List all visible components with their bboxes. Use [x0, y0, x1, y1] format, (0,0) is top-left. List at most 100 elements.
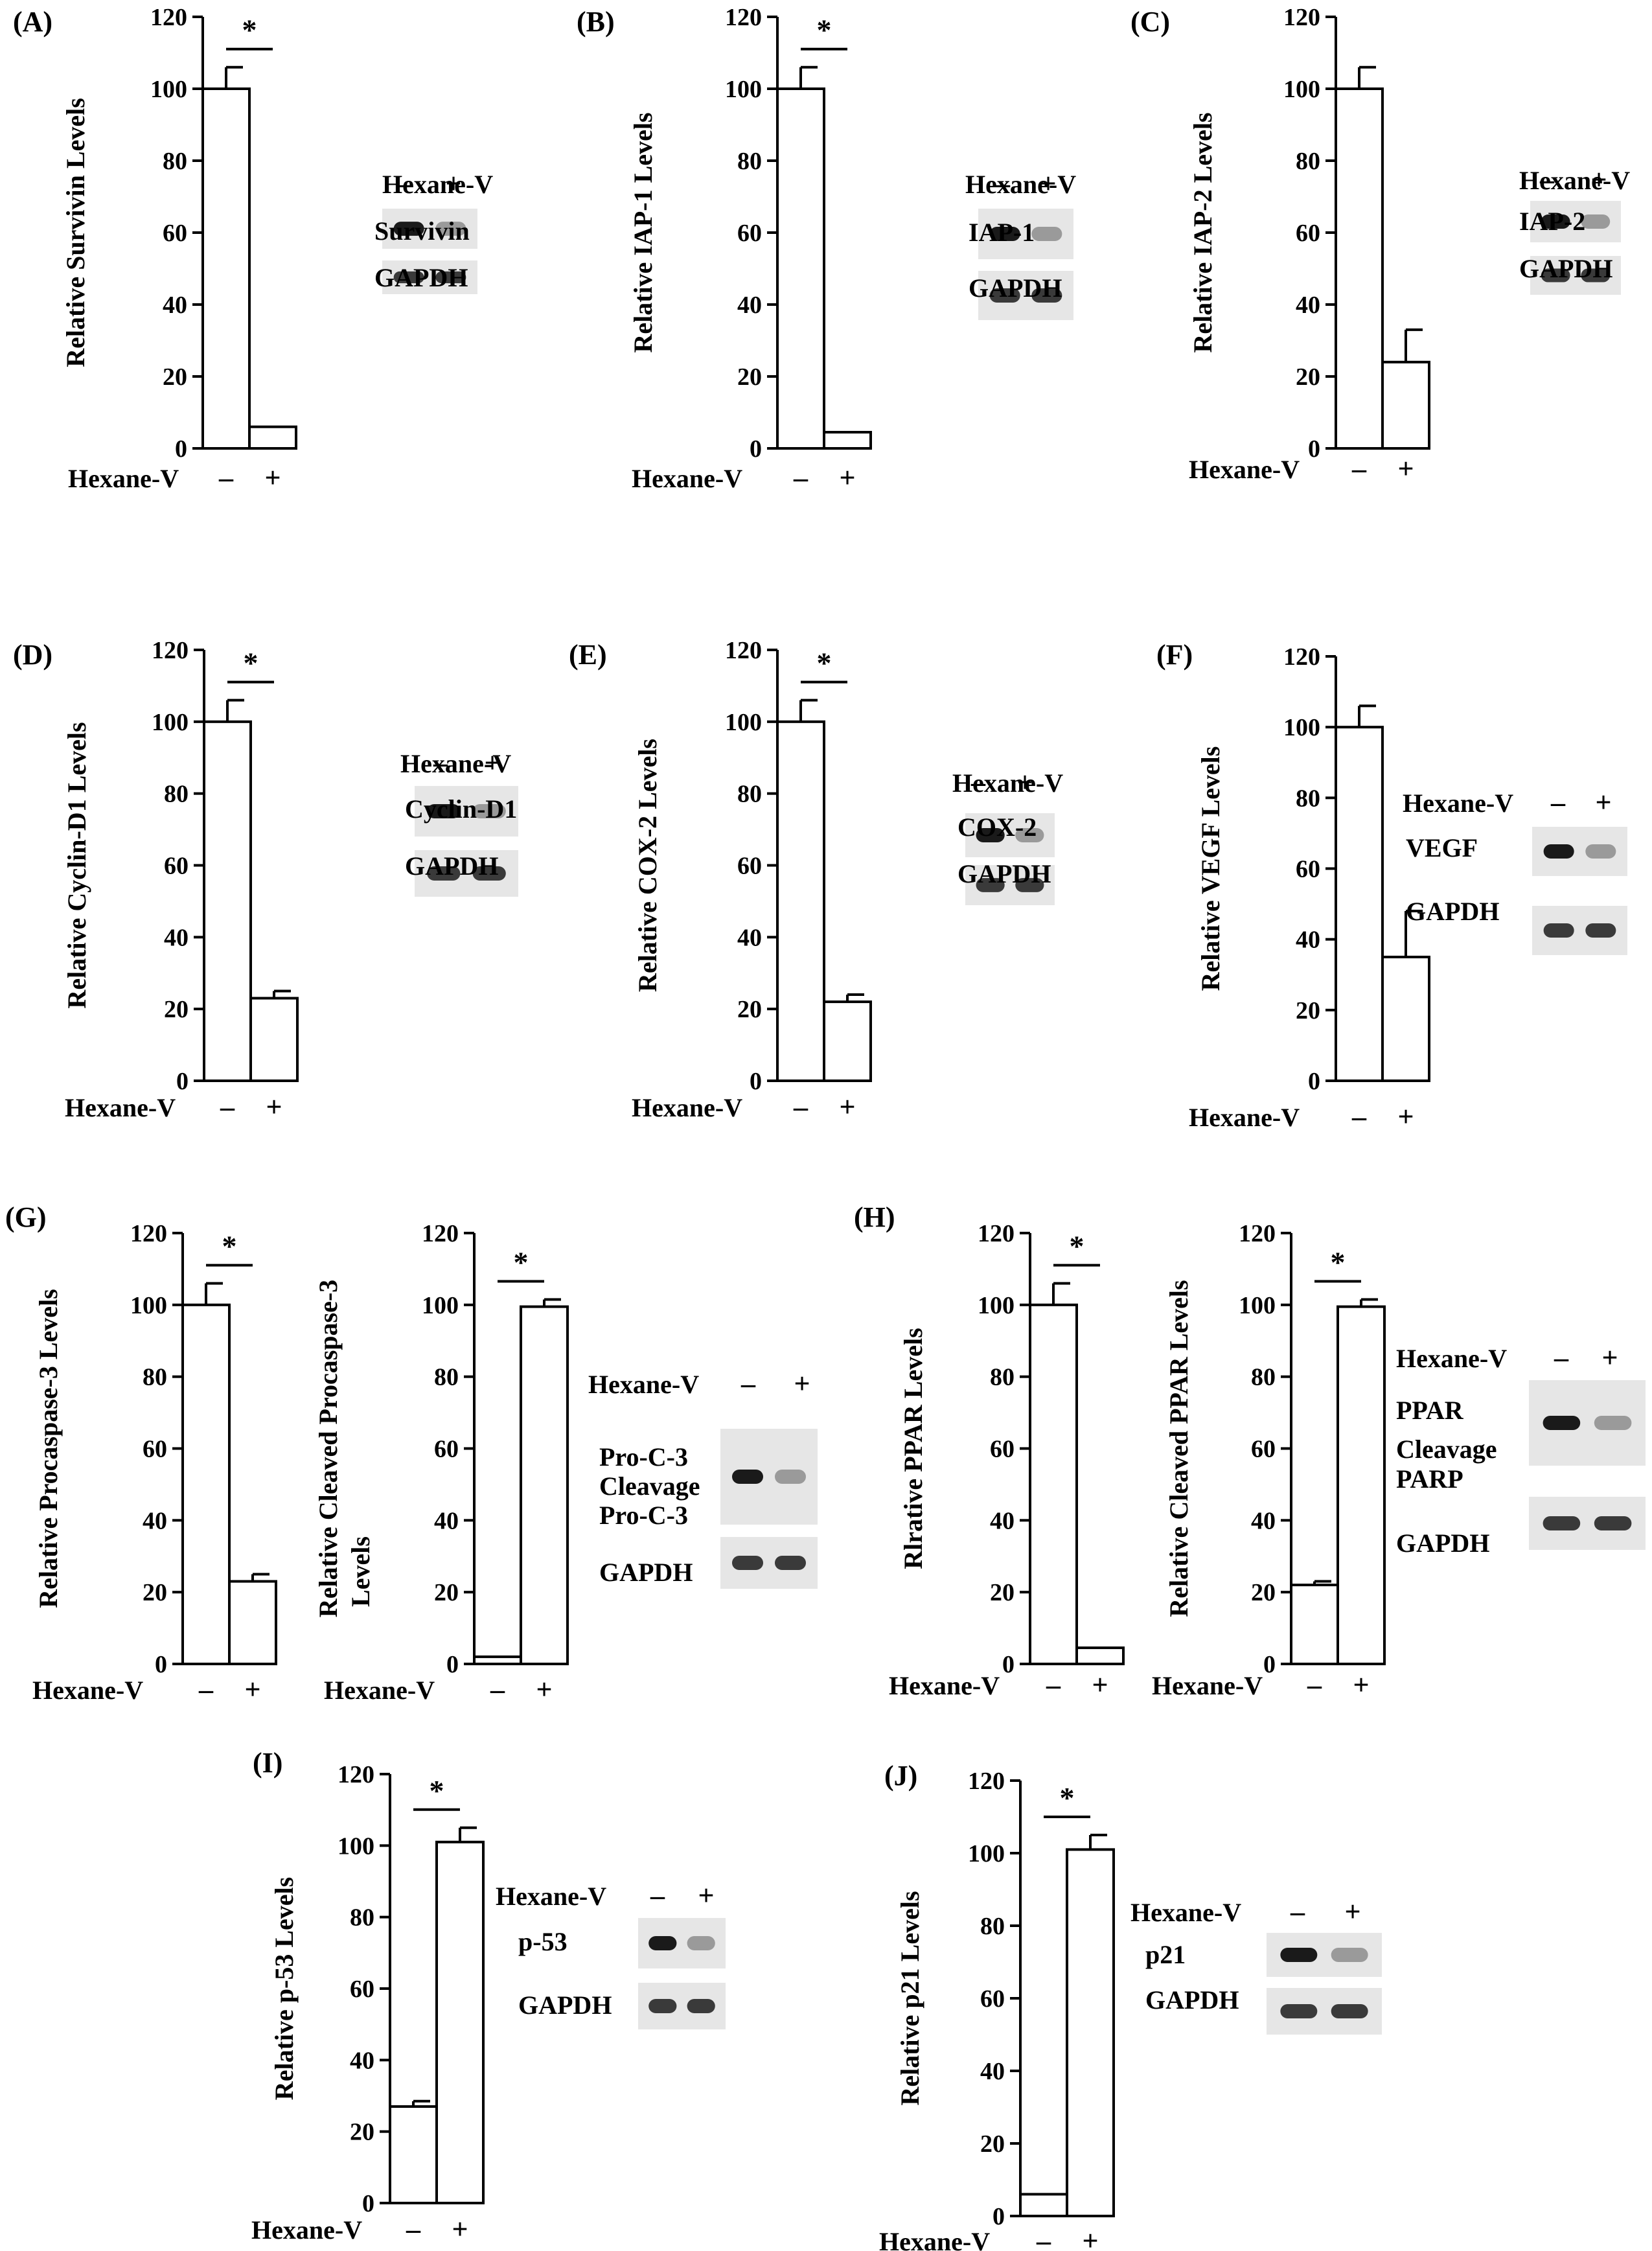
y-tick-label: 120 [130, 1220, 167, 1247]
blot-band [976, 878, 1005, 892]
blot-lane-label: + [794, 1368, 810, 1400]
y-tick-label: 120 [152, 637, 189, 664]
blot-lane-label: + [1016, 767, 1033, 798]
x-category-label: + [264, 462, 281, 494]
blot-lane-label: – [1550, 787, 1566, 818]
y-tick-label: 60 [434, 1436, 459, 1463]
blot-band [472, 804, 506, 818]
significance-star: * [244, 647, 258, 680]
y-tick-label: 100 [130, 1292, 167, 1319]
blot-band [1331, 1948, 1368, 1962]
chart-6: (F) 0 20 40 60 80 100 120 Relative VEGF Levels He… [1156, 639, 1627, 1133]
y-tick-label: 100 [422, 1292, 459, 1319]
x-category-label: + [452, 2213, 468, 2245]
blot-lane-label: – [1290, 1896, 1305, 1928]
x-category-label: – [490, 1674, 505, 1705]
bar-hexane-v [520, 1305, 569, 1665]
significance-star: * [1070, 1230, 1084, 1263]
blot-band [732, 1470, 763, 1484]
significance-star: * [1331, 1246, 1346, 1279]
significance-star: * [1060, 1781, 1075, 1814]
blot-band [1031, 288, 1062, 303]
y-tick-label: 20 [163, 364, 187, 391]
blot-band [1585, 844, 1616, 859]
y-tick-label: 0 [750, 1068, 762, 1095]
y-tick-label: 100 [725, 76, 762, 103]
bar-hexane-v [1381, 360, 1430, 450]
y-tick-label: 120 [968, 1768, 1005, 1795]
x-category-label: + [244, 1674, 260, 1705]
blot-row-label: p21 [1145, 1940, 1186, 1969]
y-tick-label: 80 [980, 1913, 1005, 1940]
y-tick-label: 100 [152, 709, 189, 736]
x-category-label: – [220, 1091, 235, 1123]
y-tick-label: 120 [1283, 4, 1320, 31]
y-tick-label: 120 [1239, 1220, 1276, 1247]
y-tick-label: 0 [992, 2203, 1005, 2230]
y-tick-label: 40 [164, 924, 189, 951]
x-category-label: + [1082, 2225, 1098, 2251]
blot-row-label: COX-2 [958, 813, 1037, 842]
blot-row-label: GAPDH [958, 859, 1051, 888]
x-treatment-label: Hexane-V [889, 1671, 1000, 1700]
chart-5: (E) 0 20 40 60 80 100 120 Relative COX-2 Levels *… [569, 637, 1063, 1123]
panel-label: (I) [253, 1747, 282, 1779]
x-treatment-label: Hexane-V [879, 2227, 990, 2251]
panel-label: (D) [13, 639, 52, 671]
y-tick-label: 80 [350, 1904, 374, 1932]
panel-label: (E) [569, 639, 607, 671]
blot-band [1280, 1948, 1318, 1962]
blot-lane-label: – [433, 747, 448, 779]
panel-label: (C) [1130, 6, 1170, 38]
blot-band [427, 804, 461, 818]
blot-row-label: Pro-C-3 [599, 1501, 688, 1530]
blot-band [1581, 268, 1611, 283]
blot-row-label: GAPDH [1396, 1529, 1489, 1558]
blot-lane-label: + [1595, 787, 1611, 818]
x-category-label: + [839, 462, 855, 494]
y-tick-label: 100 [1283, 76, 1320, 103]
y-tick-label: 40 [434, 1507, 459, 1534]
bar-control [389, 2105, 438, 2205]
y-tick-label: 80 [434, 1364, 459, 1391]
y-tick-label: 40 [737, 292, 762, 319]
blot-row-label: Cleavage [1396, 1435, 1497, 1464]
y-tick-label: 80 [143, 1364, 167, 1391]
blot-header-label: Hexane-V [1130, 1898, 1241, 1927]
bar-control [776, 87, 825, 450]
blot-band [1585, 923, 1616, 938]
x-treatment-label: Hexane-V [632, 464, 742, 493]
y-tick-label: 40 [1296, 927, 1320, 954]
x-category-label: – [793, 1091, 809, 1123]
blot-band [989, 288, 1020, 303]
blot-band [1331, 2004, 1368, 2018]
blot-header-label: Hexane-V [952, 768, 1063, 798]
y-tick-label: 0 [750, 435, 762, 463]
y-tick-label: 40 [143, 1507, 167, 1534]
blot-band [393, 222, 424, 236]
blot-lane-label: + [1344, 1896, 1360, 1928]
y-tick-label: 20 [164, 996, 189, 1023]
blot-header-label: Hexane-V [400, 749, 511, 778]
blot-band [1543, 1416, 1581, 1430]
blot-band [472, 866, 506, 881]
blot-lane-label: + [445, 168, 461, 200]
chart-3: (C) 0 20 40 60 80 100 120 Relative IAP-2 Levels H… [1130, 4, 1630, 485]
y-tick-label: 120 [1283, 643, 1320, 671]
blot-band [648, 1999, 677, 2013]
y-tick-label: 0 [362, 2190, 374, 2217]
chart-2: (B) 0 20 40 60 80 100 120 Relative IAP-1 Levels *… [577, 4, 1076, 494]
blot-band [435, 222, 466, 236]
y-tick-label: 20 [1296, 364, 1320, 391]
x-category-label: + [1092, 1669, 1108, 1701]
blot-lane-label: + [1590, 164, 1607, 196]
bar-control [1335, 87, 1384, 450]
y-tick-label: 20 [980, 2130, 1005, 2158]
x-treatment-label: Hexane-V [251, 2215, 362, 2245]
blot-band [1541, 268, 1570, 283]
blot-row-label: Pro-C-3 [599, 1442, 688, 1472]
panel-label: (H) [854, 1201, 895, 1233]
y-tick-label: 0 [1263, 1651, 1276, 1678]
bar-hexane-v [228, 1580, 277, 1666]
y-axis-label-line2: Levels [346, 1536, 375, 1607]
